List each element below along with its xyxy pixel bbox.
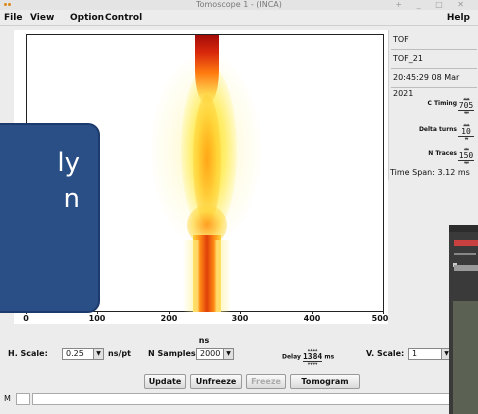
freeze-button[interactable]: Freeze: [246, 374, 286, 389]
info-panel: TOF TOF_21 20:45:29 08 Mar 2021 C Timing…: [388, 30, 478, 180]
delay-value[interactable]: 1384: [302, 352, 323, 362]
decrement-arrows[interactable]: ▼▼▼▼: [307, 361, 318, 366]
x-tick-label: 0: [23, 314, 29, 323]
n-samples-label: N Samples: [148, 349, 196, 358]
x-tick-mark: [312, 311, 313, 314]
callout-line: n: [63, 184, 80, 214]
decrement-arrows[interactable]: ▼▼▼: [463, 160, 469, 165]
menu-option[interactable]: Option: [70, 13, 105, 23]
x-tick-mark: [97, 311, 98, 314]
x-tick-mark: [240, 311, 241, 314]
chevron-down-icon[interactable]: ▼: [223, 349, 233, 359]
menu-help[interactable]: Help: [446, 13, 470, 23]
heat-top-core: [195, 35, 219, 105]
x-tick-label: 400: [303, 314, 321, 323]
menu-file[interactable]: File: [4, 13, 23, 23]
status-field: [16, 393, 30, 405]
x-tick-mark: [169, 311, 170, 314]
tomogram-button[interactable]: Tomogram: [290, 374, 360, 389]
thumbnail-button: [454, 265, 478, 271]
divider: [391, 87, 477, 88]
n-traces-label: N Traces: [428, 150, 457, 157]
increment-arrows[interactable]: ▲▲▲: [463, 146, 469, 151]
thumbnail-titlebar: [449, 225, 478, 232]
h-scale-unit: ns/pt: [108, 349, 131, 358]
increment-arrows[interactable]: ▲▲▲▲: [463, 96, 470, 101]
window-controls[interactable]: + _ □ ✕: [395, 0, 470, 9]
h-scale-select[interactable]: 0.25 ▼: [62, 348, 104, 360]
thumbnail-body: [453, 301, 478, 414]
menu-control[interactable]: Control: [105, 13, 143, 23]
update-button[interactable]: Update: [144, 374, 186, 389]
window-title: Tomoscope 1 - (INCA): [196, 0, 282, 9]
thumbnail-text-line: [454, 253, 476, 255]
x-tick-label: 500: [371, 314, 389, 323]
device-name: TOF: [393, 35, 409, 44]
menu-bar: File View Option Control Help: [0, 10, 478, 26]
callout-line: ly: [57, 148, 80, 178]
chevron-down-icon[interactable]: ▼: [441, 349, 451, 359]
device-id: TOF_21: [393, 54, 423, 63]
callout-box: ly n: [0, 123, 100, 313]
c-timing-stepper[interactable]: ▲▲▲▲ 705 ▼▼▼: [458, 97, 474, 115]
unfreeze-button[interactable]: Unfreeze: [190, 374, 242, 389]
decrement-arrows[interactable]: ▼▼▼: [463, 110, 469, 115]
x-tick-mark: [383, 311, 384, 314]
v-scale-value: 1: [412, 349, 418, 358]
divider: [391, 68, 477, 69]
delay-stepper[interactable]: ▲▲▲▲ 1384 ▼▼▼▼: [302, 347, 323, 366]
n-samples-select[interactable]: 2000 ▼: [196, 348, 234, 360]
heat-lower-glow: [183, 240, 231, 312]
delta-turns-row: Delta turns ▲▲▲▲ 10 ▼▼: [391, 118, 477, 144]
x-tick-label: 300: [231, 314, 249, 323]
v-scale-select[interactable]: 1 ▼: [408, 348, 452, 360]
n-traces-stepper[interactable]: ▲▲▲ 150 ▼▼▼: [458, 147, 474, 165]
status-message-field: [32, 393, 472, 405]
c-timing-row: C Timing ▲▲▲▲ 705 ▼▼▼: [391, 92, 477, 118]
chevron-down-icon[interactable]: ▼: [93, 349, 103, 359]
x-tick-label: 100: [88, 314, 106, 323]
time-span-readout: Time Span: 3.12 ms: [390, 168, 470, 177]
divider: [391, 49, 477, 50]
delta-turns-value[interactable]: 10: [458, 127, 474, 137]
heat-mid: [193, 95, 221, 225]
acquisition-timestamp: 20:45:29 08 Mar 2021: [393, 73, 460, 98]
increment-arrows[interactable]: ▲▲▲▲: [307, 347, 318, 352]
menu-view[interactable]: View: [30, 13, 55, 23]
delay-label: Delay: [282, 353, 301, 361]
delta-turns-label: Delta turns: [418, 126, 457, 133]
c-timing-label: C Timing: [427, 100, 457, 107]
delta-turns-stepper[interactable]: ▲▲▲▲ 10 ▼▼: [458, 123, 474, 141]
thumbnail-window[interactable]: [449, 225, 478, 414]
h-scale-label: H. Scale:: [8, 349, 48, 358]
increment-arrows[interactable]: ▲▲▲▲: [463, 122, 470, 127]
decrement-arrows[interactable]: ▼▼: [464, 136, 469, 141]
delay-control: Delay ▲▲▲▲ 1384 ▼▼▼▼ ms: [282, 348, 334, 366]
c-timing-value[interactable]: 705: [458, 101, 474, 111]
delay-unit: ms: [324, 353, 335, 361]
status-mode: M: [4, 394, 11, 403]
n-traces-value[interactable]: 150: [458, 151, 474, 161]
v-scale-label: V. Scale:: [366, 349, 405, 358]
app-icon: [4, 2, 12, 8]
n-traces-row: N Traces ▲▲▲ 150 ▼▼▼: [391, 142, 477, 168]
x-tick-label: 200: [160, 314, 178, 323]
title-bar[interactable]: Tomoscope 1 - (INCA) + _ □ ✕: [0, 0, 478, 10]
n-samples-value: 2000: [200, 349, 221, 358]
h-scale-value: 0.25: [66, 349, 84, 358]
x-axis-label: ns: [198, 336, 210, 345]
thumbnail-alert-bar: [454, 240, 478, 246]
